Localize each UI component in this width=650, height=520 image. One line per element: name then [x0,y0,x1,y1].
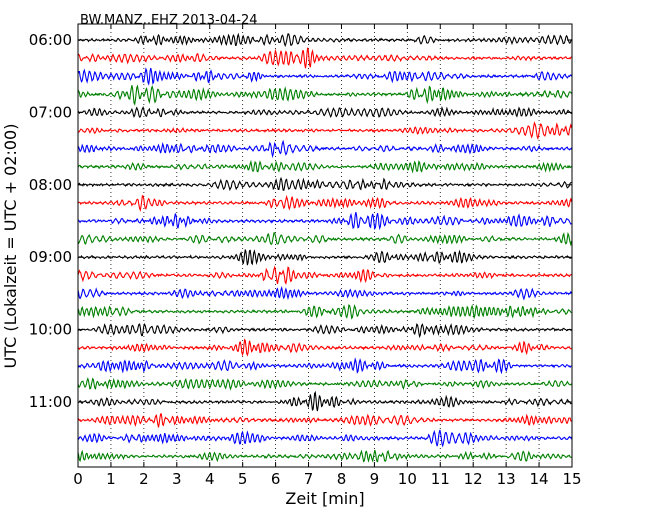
y-tick-label: 08:00 [29,176,72,194]
traces [77,32,573,463]
x-tick-label: 1 [106,470,116,488]
trace-line [77,176,572,192]
x-tick-label: 2 [139,470,149,488]
y-axis-label: UTC (Lokalzeit = UTC + 02:00) [1,124,20,369]
trace-line [77,105,572,118]
x-tick-label: 5 [238,470,248,488]
trace-line [77,449,572,463]
x-tick-label: 12 [464,470,483,488]
axis-ticks: 0 1 2 3 4 5 6 7 8 9 10 11 12 13 14 1506:0007:0008:0009:… [29,24,582,488]
x-tick-label: 8 [337,470,347,488]
x-tick-label: 7 [304,470,314,488]
trace-line [77,67,572,86]
y-tick-label: 10:00 [29,321,72,339]
trace-line [77,47,572,69]
trace-line [77,338,572,357]
x-axis-label: Zeit [min] [285,489,364,508]
x-tick-label: 3 [172,470,182,488]
trace-line [77,390,572,412]
y-tick-label: 07:00 [29,103,72,121]
x-tick-label: 6 [271,470,281,488]
x-tick-label: 10 [398,470,417,488]
chart-title: BW.MANZ..EHZ 2013-04-24 [80,13,258,28]
y-tick-label: 11:00 [29,393,72,411]
trace-line [77,429,573,448]
y-tick-label: 09:00 [29,248,72,266]
trace-line [77,322,572,339]
trace-line [77,377,572,391]
trace-line [77,265,572,285]
trace-line [77,84,572,106]
x-tick-label: 11 [431,470,450,488]
trace-line [77,212,572,231]
trace-line [77,32,573,48]
plot-frame [77,23,573,468]
trace-line [77,304,572,320]
trace-line [77,121,573,141]
trace-line [77,249,572,266]
x-tick-label: 0 [73,470,83,488]
trace-line [77,139,572,159]
y-tick-label: 06:00 [29,31,72,49]
x-tick-label: 9 [370,470,380,488]
x-tick-label: 4 [205,470,215,488]
trace-line [77,357,572,375]
trace-line [77,285,573,301]
trace-line [77,159,572,174]
trace-line [77,413,572,428]
trace-line [77,231,573,247]
trace-line [77,194,573,212]
x-tick-label: 14 [530,470,549,488]
x-tick-label: 13 [497,470,516,488]
x-tick-label: 15 [562,470,581,488]
